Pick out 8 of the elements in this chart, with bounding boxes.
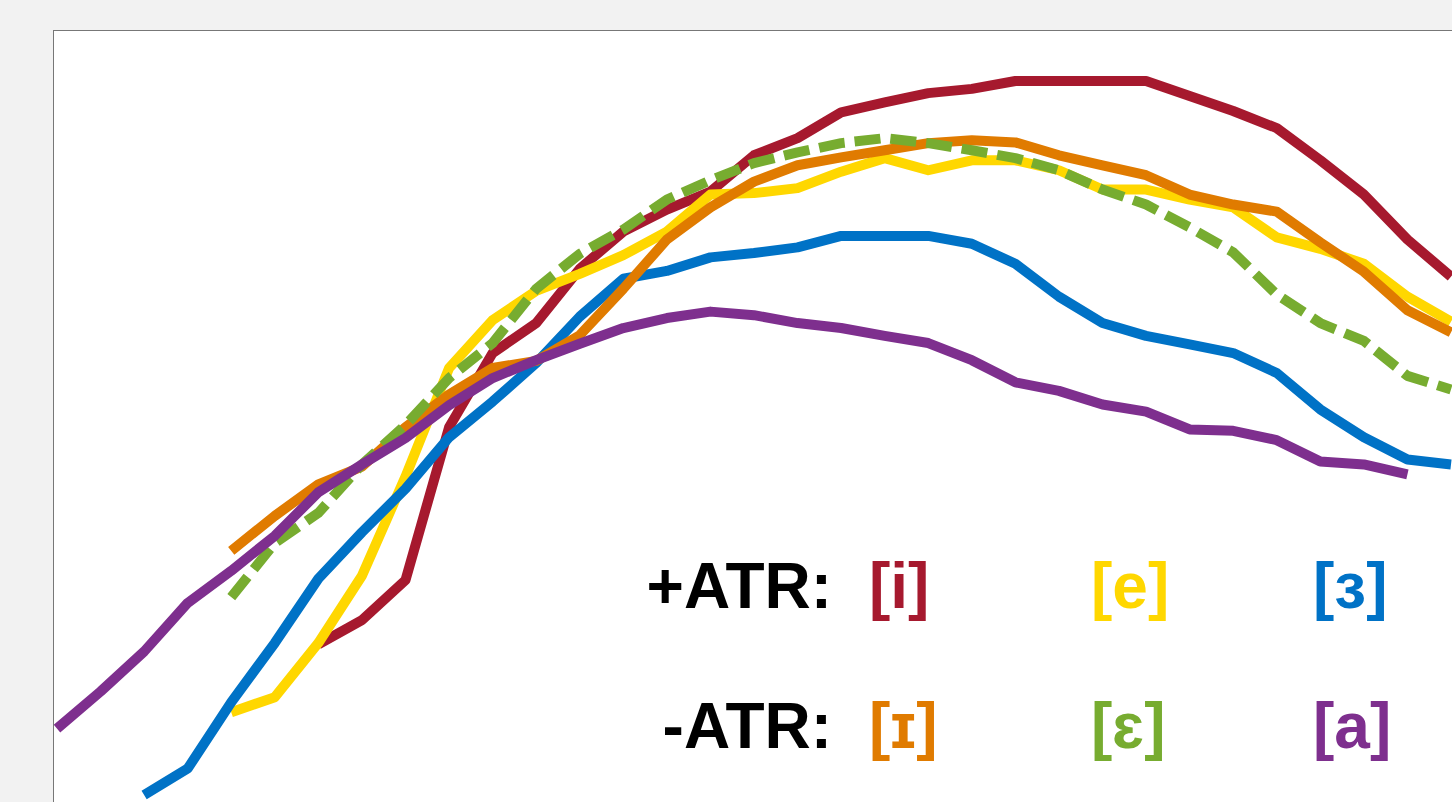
text: [i]: [869, 550, 930, 622]
text: [ɪ]: [869, 690, 938, 762]
annotation: -ATR:: [662, 690, 832, 762]
text: [a]: [1313, 690, 1392, 762]
text: [e]: [1091, 550, 1170, 622]
series-label: [ɜ]: [1313, 550, 1388, 622]
text: [ɛ]: [1091, 690, 1166, 762]
annotation: +ATR:: [646, 550, 832, 622]
